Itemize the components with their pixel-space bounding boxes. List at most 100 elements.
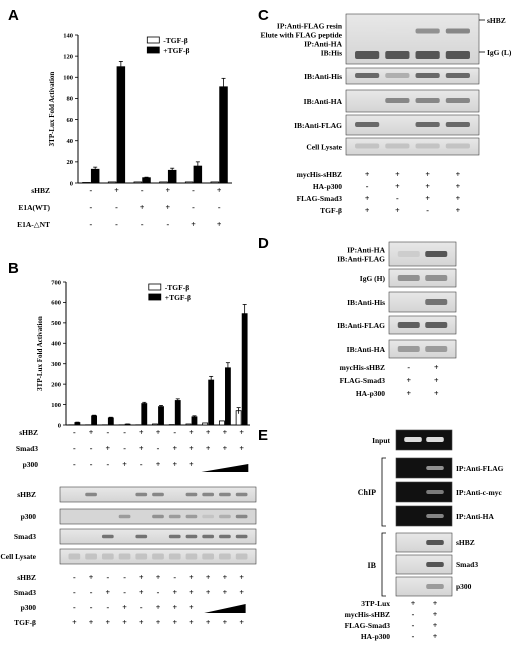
condition-sign: - xyxy=(73,460,76,469)
condition-row-label: 3TP-Lux xyxy=(361,599,390,608)
panel-label-a: A xyxy=(8,7,19,24)
y-tick-label: 0 xyxy=(70,180,73,187)
panel-b-blots: sHBZ p300 Smad3 Cell Lysate sHBZ - + - - + + - + + + + S… xyxy=(0,486,257,627)
condition-sign: + xyxy=(139,444,144,453)
condition-row-label: FLAG-Smad3 xyxy=(340,376,386,385)
condition-sign: + xyxy=(189,460,194,469)
bar-plus-tgf xyxy=(116,66,126,184)
condition-sign: + xyxy=(114,186,119,195)
blot-band xyxy=(426,562,444,567)
blot-band xyxy=(445,51,470,59)
blot-label: IP:Anti-HA xyxy=(347,246,385,255)
condition-sign: + xyxy=(172,588,177,597)
blot-band xyxy=(152,492,164,497)
blot-band xyxy=(219,514,231,519)
condition-sign: + xyxy=(106,588,111,597)
condition-sign: - xyxy=(123,444,126,453)
panel-e: Input IP:Anti-FLAG IP:Anti-c-myc IP:Anti-HA… xyxy=(345,429,504,641)
y-tick-label: 200 xyxy=(51,381,61,388)
blot-band xyxy=(152,553,164,560)
bar-plus-tgf xyxy=(174,400,181,426)
condition-row-label: p300 xyxy=(23,460,39,469)
blot-band xyxy=(185,553,198,560)
input-label: Input xyxy=(372,436,390,445)
blot-label: Smad3 xyxy=(14,532,36,541)
condition-sign: - xyxy=(73,588,76,597)
condition-sign: + xyxy=(122,460,127,469)
condition-sign: - xyxy=(89,186,92,195)
y-tick-label: 140 xyxy=(63,32,73,39)
condition-sign: - xyxy=(106,460,109,469)
bar-minus-tgf xyxy=(202,422,209,426)
legend-swatch xyxy=(146,46,160,54)
blot-band xyxy=(135,553,148,560)
condition-sign: + xyxy=(217,186,222,195)
blot-band xyxy=(85,553,97,560)
blot-band xyxy=(168,553,181,560)
bar-plus-tgf xyxy=(191,416,198,426)
condition-sign: - xyxy=(89,220,92,229)
condition-sign: - xyxy=(396,194,399,203)
condition-sign: + xyxy=(206,573,211,582)
blot-band xyxy=(135,492,148,497)
blot-label: IB:Anti-His xyxy=(347,298,385,307)
blot-label: IB:Anti-FLAG xyxy=(337,255,385,264)
condition-sign: - xyxy=(73,428,76,437)
blot-band xyxy=(425,346,448,352)
condition-sign: + xyxy=(189,618,194,627)
condition-sign: + xyxy=(425,170,430,179)
legend-swatch xyxy=(148,293,162,301)
blot-band xyxy=(445,28,470,34)
condition-sign: + xyxy=(425,194,430,203)
condition-sign: - xyxy=(106,603,109,612)
blot-band xyxy=(415,98,440,103)
condition-sign: + xyxy=(223,428,228,437)
condition-sign: + xyxy=(89,428,94,437)
condition-row-label: E1A(WT) xyxy=(18,203,50,212)
condition-sign: + xyxy=(433,621,438,630)
ib-blot xyxy=(395,576,453,597)
legend-label: -TGF-β xyxy=(165,283,189,292)
bar-plus-tgf xyxy=(91,415,98,426)
condition-sign: + xyxy=(456,182,461,191)
condition-sign: + xyxy=(139,573,144,582)
condition-sign: - xyxy=(89,203,92,212)
condition-sign: - xyxy=(123,428,126,437)
blot-band xyxy=(219,492,231,497)
p300-gradient-wedge xyxy=(201,464,249,472)
blot-label: IgG (H) xyxy=(360,274,386,283)
condition-sign: - xyxy=(157,588,160,597)
blot-band xyxy=(385,143,410,149)
blot-band xyxy=(168,534,181,539)
blot-panel xyxy=(59,528,257,545)
legend-label: +TGF-β xyxy=(163,46,189,55)
condition-sign: - xyxy=(407,363,410,372)
blot-label: IB:Anti-FLAG xyxy=(337,321,385,330)
condition-sign: + xyxy=(433,610,438,619)
blot-label: IB:His xyxy=(321,49,342,58)
y-tick-label: 60 xyxy=(67,117,74,124)
condition-sign: - xyxy=(73,573,76,582)
condition-sign: + xyxy=(89,573,94,582)
bar-minus-tgf xyxy=(218,420,225,426)
bar-plus-tgf xyxy=(208,379,215,426)
condition-sign: - xyxy=(366,182,369,191)
bar-plus-tgf xyxy=(142,177,151,184)
bar-minus-tgf xyxy=(82,182,91,184)
blot-panel xyxy=(388,315,457,335)
blot-band xyxy=(202,492,215,497)
condition-sign: - xyxy=(173,573,176,582)
blot-panel xyxy=(345,89,480,113)
condition-sign: + xyxy=(365,194,370,203)
p300-gradient-wedge xyxy=(204,604,246,613)
panel-a-chart: 0 20 40 60 80 100 120 140 3TP-Lux Fold Activatio… xyxy=(17,32,232,229)
condition-sign: + xyxy=(89,618,94,627)
condition-sign: + xyxy=(456,206,461,215)
blot-panel xyxy=(345,114,480,136)
blot-panel xyxy=(345,67,480,85)
blot-band xyxy=(425,299,448,305)
blot-label: IB:Anti-His xyxy=(304,72,342,81)
